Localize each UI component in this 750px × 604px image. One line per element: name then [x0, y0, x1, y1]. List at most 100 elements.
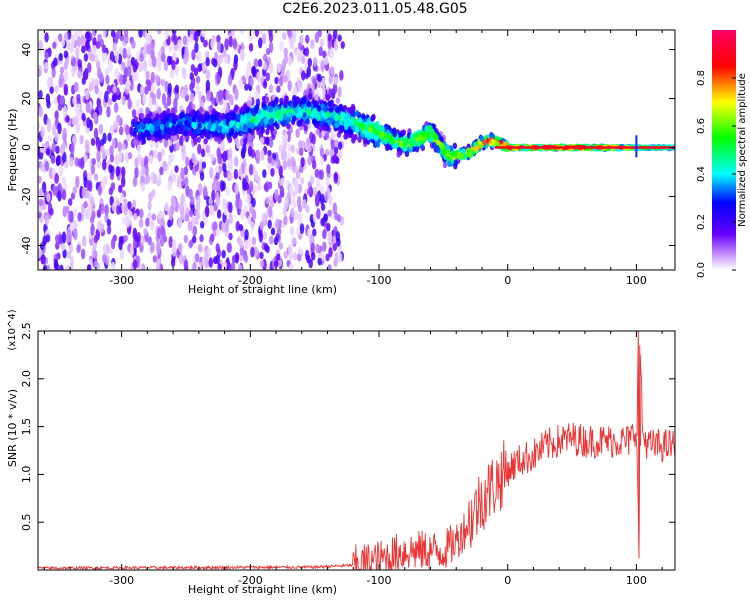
noise-blob [310, 251, 316, 261]
ridge-blob [145, 107, 150, 114]
noise-blob [317, 169, 323, 180]
noise-blob [111, 94, 117, 103]
noise-blob [44, 214, 49, 226]
noise-blob [166, 94, 172, 107]
noise-blob [57, 190, 62, 202]
noise-blob [233, 58, 238, 71]
noise-blob [61, 176, 66, 185]
noise-blob [221, 220, 226, 233]
spec-x-tick-label: 0 [504, 274, 511, 287]
noise-blob [69, 210, 74, 223]
noise-blob [113, 104, 119, 114]
noise-blob [267, 206, 273, 218]
noise-blob [319, 147, 325, 158]
noise-blob [327, 231, 332, 241]
noise-blob [97, 104, 103, 116]
noise-blob [307, 155, 312, 166]
noise-blob [75, 175, 80, 189]
noise-blob [221, 249, 226, 259]
noise-blob [268, 31, 274, 43]
noise-blob [337, 86, 342, 98]
noise-blob [47, 135, 52, 143]
noise-blob [328, 247, 333, 258]
ridge-blob [168, 121, 173, 128]
noise-blob [268, 62, 274, 74]
noise-blob [62, 151, 67, 164]
noise-blob [268, 84, 274, 94]
ridge-blob [417, 134, 423, 141]
noise-blob [127, 201, 132, 210]
noise-blob [123, 203, 128, 216]
noise-blob [164, 30, 169, 40]
noise-blob [227, 73, 233, 87]
noise-blob [328, 195, 333, 206]
noise-blob [279, 185, 285, 198]
noise-blob [328, 74, 333, 85]
ridge-blob [264, 96, 269, 103]
noise-blob [266, 161, 272, 171]
noise-blob [123, 66, 129, 79]
noise-blob [139, 62, 144, 71]
noise-blob [156, 227, 162, 240]
noise-blob [150, 241, 155, 253]
noise-blob [224, 55, 229, 65]
noise-blob [96, 60, 101, 70]
noise-blob [225, 89, 230, 101]
noise-blob [93, 260, 98, 269]
noise-blob [112, 201, 117, 213]
noise-blob [69, 156, 74, 168]
noise-blob [75, 121, 81, 134]
noise-blob [109, 154, 115, 163]
noise-blob [190, 64, 196, 73]
noise-blob [330, 137, 335, 151]
noise-blob [81, 112, 86, 122]
ridge-blob [245, 113, 251, 120]
noise-blob [332, 202, 338, 215]
noise-blob [288, 263, 294, 270]
noise-blob [156, 88, 161, 100]
ridge-blob [479, 135, 484, 142]
noise-blob [55, 155, 61, 165]
ridge-blob [203, 137, 208, 145]
noise-blob [119, 73, 124, 86]
noise-blob [188, 188, 193, 200]
noise-blob [106, 84, 112, 95]
noise-blob [55, 145, 60, 154]
noise-blob [213, 221, 218, 231]
noise-blob [126, 46, 131, 56]
ridge-blob [296, 120, 301, 127]
noise-blob [324, 148, 330, 157]
noise-blob [333, 172, 338, 184]
noise-blob [297, 81, 303, 93]
colorbar-tick-label: 0.0 [696, 262, 707, 278]
noise-blob [145, 70, 150, 80]
noise-blob [132, 259, 138, 270]
noise-blob [273, 236, 279, 246]
noise-blob [174, 165, 179, 173]
noise-blob [265, 48, 271, 56]
noise-blob [222, 261, 228, 270]
ridge-blob [231, 114, 236, 121]
noise-blob [106, 218, 112, 227]
ridge-blob [335, 106, 340, 114]
ridge-blob [347, 120, 352, 127]
noise-blob [181, 144, 186, 154]
noise-blob [175, 141, 181, 151]
noise-blob [246, 193, 251, 206]
noise-blob [199, 234, 204, 243]
ridge-blob [170, 129, 175, 137]
noise-blob [191, 152, 196, 164]
noise-blob [334, 139, 339, 148]
ridge-blob [349, 106, 354, 113]
snr-x-tick-label: -200 [238, 574, 263, 587]
noise-blob [320, 203, 326, 211]
noise-blob [228, 232, 233, 241]
noise-blob [191, 49, 196, 61]
noise-blob [327, 33, 332, 42]
ridge-blob [282, 113, 288, 120]
noise-blob [147, 236, 152, 246]
noise-blob [85, 89, 90, 101]
noise-blob [327, 209, 332, 217]
